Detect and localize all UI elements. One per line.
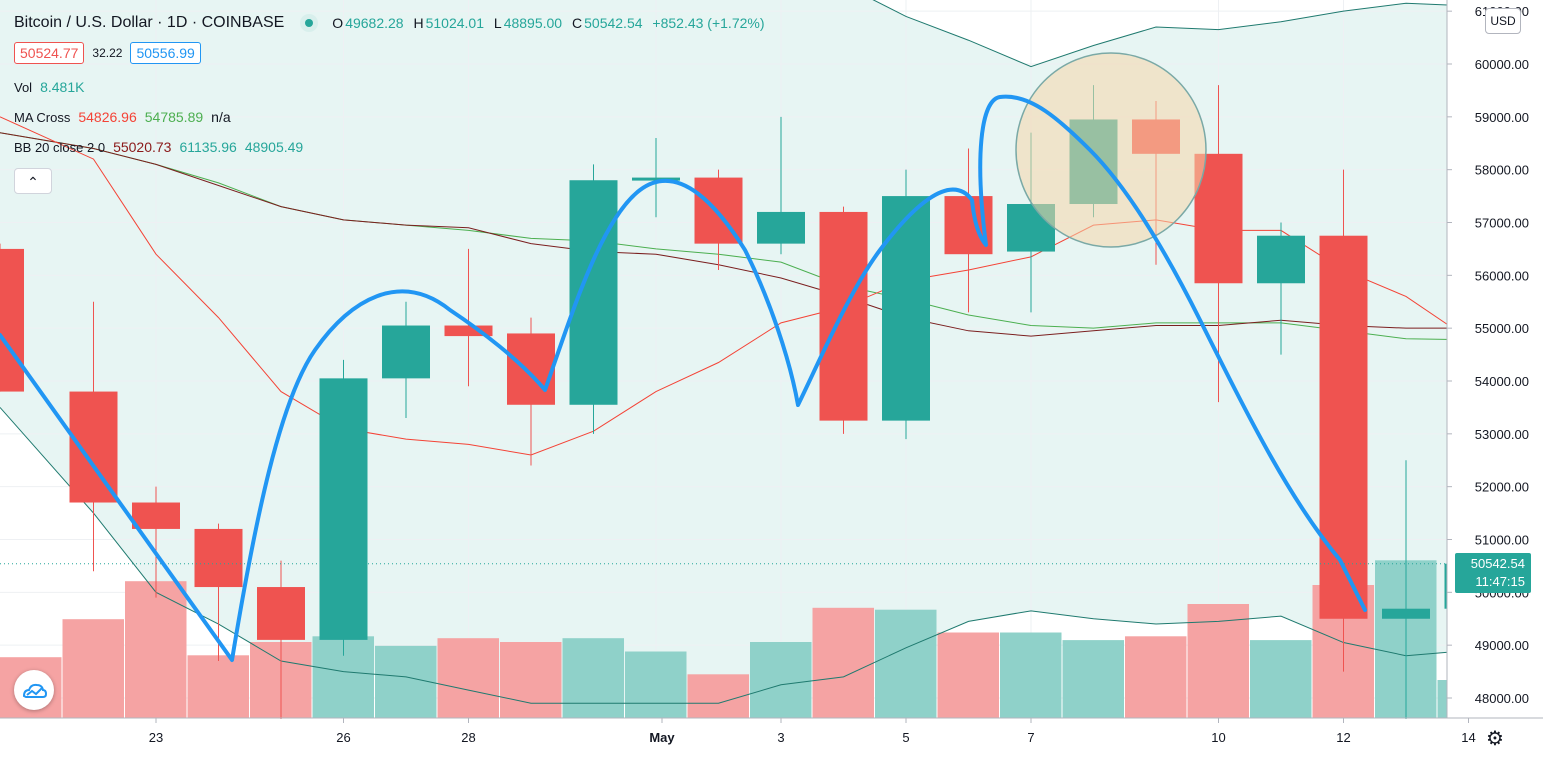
price-tick-label: 48000.00 [1475,691,1529,706]
volume-label[interactable]: Vol [14,79,33,95]
high-label: H [413,15,424,31]
price-tick-label: 58000.00 [1475,163,1529,178]
time-tick-label: 3 [777,730,784,745]
price-tick-label: 53000.00 [1475,427,1529,442]
volume-bar [125,581,187,718]
last-price-tag: 50542.54 11:47:15 [1455,553,1531,593]
low-value: 48895.00 [503,15,563,31]
price-tick-label: 56000.00 [1475,268,1529,283]
highlight-ellipse [1015,52,1207,248]
candle-body [819,211,868,421]
time-tick-label: May [649,730,675,745]
candle-body [1257,235,1305,284]
volume-bar [187,655,249,718]
candle-body [1319,235,1368,619]
candle-body [882,196,930,421]
price-tick-label: 59000.00 [1475,110,1529,125]
open-label: O [332,15,344,31]
bar-countdown: 11:47:15 [1475,574,1525,589]
time-tick-label: 28 [461,730,475,745]
bb-upper-value: 61135.96 [179,139,237,155]
price-tick-label: 57000.00 [1475,216,1529,231]
close-value: 50542.54 [584,15,643,31]
bid-price-button[interactable]: 50524.77 [14,42,85,64]
time-tick-label: 12 [1336,730,1350,745]
candle-body [69,391,118,503]
symbol-title[interactable]: Bitcoin / U.S. Dollar · 1D · COINBASE [14,14,285,31]
candle-body [444,325,493,337]
volume-bar [937,632,999,718]
last-price-value: 50542.54 [1470,556,1525,571]
candle-body [507,333,555,405]
volume-bar [750,642,812,718]
volume-bar [875,609,937,718]
volume-bar [500,642,562,718]
volume-value: 8.481K [40,79,85,95]
time-tick-label: 23 [149,730,163,745]
volume-bar [375,645,437,718]
ohlc-values: O 49682.28 H 51024.01 L 48895.00 C 50542.54 … [332,15,770,31]
price-tick-label: 51000.00 [1475,533,1529,548]
time-tick-label: 5 [902,730,909,745]
candle-body [257,587,305,640]
candle-body [757,211,805,244]
tradingview-logo[interactable] [14,670,54,710]
volume-bar [687,674,749,718]
volume-bar [812,607,874,718]
candle-body [319,378,368,640]
high-value: 51024.01 [425,15,485,31]
chevron-up-icon[interactable]: ⌃ [14,168,52,194]
volume-bar [1125,636,1187,718]
candle-body [0,248,24,392]
open-value: 49682.28 [345,15,404,31]
ma-fast-value: 54826.96 [78,109,137,125]
volume-bar [1062,640,1124,718]
bb-basis-line [0,132,1469,337]
volume-bar [1250,640,1312,718]
price-tick-label: 60000.00 [1475,57,1529,72]
ask-price-button[interactable]: 50556.99 [130,42,201,64]
candle-body [1382,608,1430,619]
time-axis-panel [0,719,1543,760]
price-tick-label: 52000.00 [1475,480,1529,495]
close-label: C [572,15,583,31]
bb-upper-line [872,0,1469,68]
volume-bar [562,638,624,718]
price-tick-label: 55000.00 [1475,321,1529,336]
currency-label[interactable]: USD [1485,8,1521,34]
price-tick-label: 54000.00 [1475,374,1529,389]
candle-body [194,528,243,588]
time-tick-label: 14 [1461,730,1475,745]
time-tick-label: 7 [1027,730,1034,745]
change-value: +852.43 (+1.72%) [652,15,765,31]
bb-lower-value: 48905.49 [244,139,304,155]
ma-cross-label[interactable]: MA Cross [14,109,71,125]
ma-cross-value: n/a [211,109,231,125]
price-axis-panel [1447,0,1543,760]
low-label: L [493,15,502,31]
candle-body [632,177,680,181]
time-tick-label: 26 [336,730,350,745]
volume-bar [1000,632,1062,718]
volume-bar [1187,604,1249,718]
drawn-trend-path [0,94,1367,662]
candle-body [569,180,618,405]
time-tick-label: 10 [1211,730,1225,745]
candle-body [132,502,180,529]
volume-bar [625,651,687,718]
market-open-icon [300,14,319,32]
bb-basis-value: 55020.73 [113,139,172,155]
volume-bar [437,638,499,718]
gear-icon[interactable]: ⚙ [1486,728,1504,750]
candle-body [382,325,430,379]
bb-label[interactable]: BB 20 close 2 0 [14,139,106,155]
spread-value: 32.22 [92,46,123,60]
volume-bar [62,619,124,718]
ma-slow-value: 54785.89 [144,109,204,125]
bb-lower-line [0,407,1469,704]
cloud-logo-icon [22,683,48,698]
price-tick-label: 49000.00 [1475,638,1529,653]
